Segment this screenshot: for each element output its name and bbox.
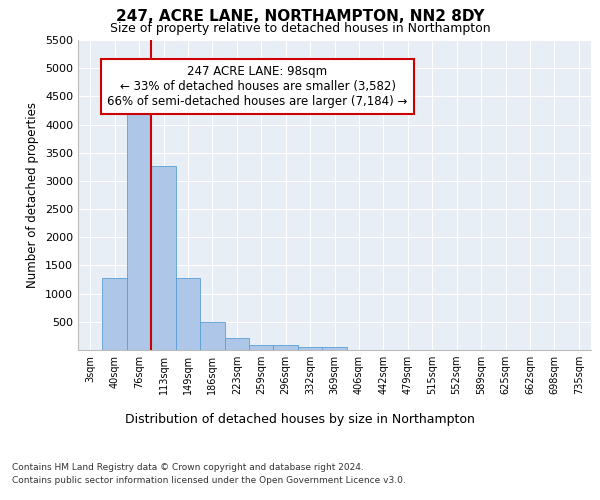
Bar <box>200 322 224 350</box>
Bar <box>176 278 200 350</box>
Text: Contains HM Land Registry data © Crown copyright and database right 2024.: Contains HM Land Registry data © Crown c… <box>12 462 364 471</box>
Text: Distribution of detached houses by size in Northampton: Distribution of detached houses by size … <box>125 412 475 426</box>
Y-axis label: Number of detached properties: Number of detached properties <box>26 102 40 288</box>
Text: Contains public sector information licensed under the Open Government Licence v3: Contains public sector information licen… <box>12 476 406 485</box>
Text: 247, ACRE LANE, NORTHAMPTON, NN2 8DY: 247, ACRE LANE, NORTHAMPTON, NN2 8DY <box>116 9 484 24</box>
Bar <box>274 345 298 350</box>
Bar <box>224 338 249 350</box>
Bar <box>127 106 151 350</box>
Bar <box>151 166 176 350</box>
Text: Size of property relative to detached houses in Northampton: Size of property relative to detached ho… <box>110 22 490 35</box>
Bar <box>298 347 322 350</box>
Bar <box>103 278 127 350</box>
Bar <box>322 347 347 350</box>
Text: 247 ACRE LANE: 98sqm
← 33% of detached houses are smaller (3,582)
66% of semi-de: 247 ACRE LANE: 98sqm ← 33% of detached h… <box>107 65 408 108</box>
Bar <box>249 345 274 350</box>
